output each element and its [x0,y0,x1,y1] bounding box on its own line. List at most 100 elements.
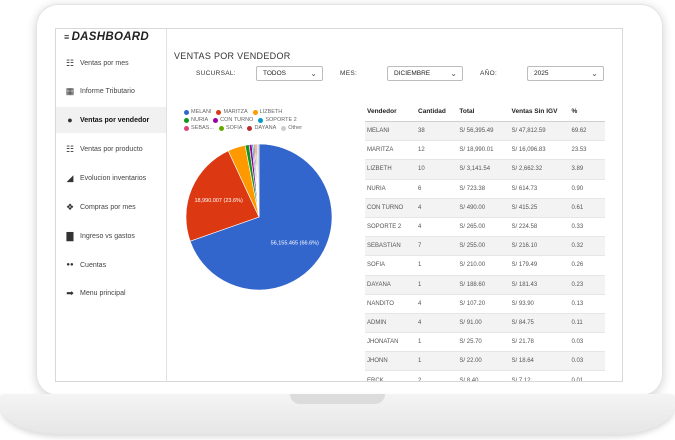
sidebar-item-ventas-por-vendedor[interactable]: ● Ventas por vendedor [56,107,166,133]
table-cell: S/ 2,662.32 [509,159,570,180]
table-cell: DAYANA [365,275,417,295]
users-icon: ●● [66,262,74,268]
table-cell: 0.61 [569,198,605,218]
sidebar-item-label: Compras por mes [80,203,136,211]
chevron-down-icon: ⌄ [591,69,598,78]
legend-label: Other [288,125,303,131]
sidebar-item-ventas-por-producto[interactable]: ☷ Ventas por producto [56,136,166,162]
table-row: ADMIN 4 S/ 91.00 S/ 84.75 0.11 [365,313,605,334]
legend-item[interactable]: MELANI [184,109,211,115]
table-row: JHONATAN 1 S/ 25.70 S/ 21.78 0.03 [365,332,605,353]
legend-swatch [252,109,258,115]
table-cell: NANDITO [365,294,417,314]
legend-label: LIZBETH [259,109,283,115]
legend-label: MARITZA [223,109,248,115]
sidebar-item-label: Cuentas [80,261,107,269]
table-cell: 4 [416,198,458,218]
sidebar-item-ingreso-vs-gastos[interactable]: ▇ Ingreso vs gastos [56,223,166,249]
table-cell: MARITZA [365,140,417,161]
table-cell: SEBASTIAN [365,236,417,257]
anio-select[interactable]: 2025 ⌄ [527,66,604,81]
table-cell: 4 [416,294,458,314]
column-header: Cantidad [416,102,458,122]
table-cell: 0.26 [569,255,605,276]
legend-label: NURIA [191,117,209,123]
table-cell: S/ 21.78 [509,332,570,353]
table-row: MELANI 38 S/ 56,395.49 S/ 47,812.59 69.62 [365,121,605,142]
table-cell: S/ 91.00 [457,313,510,334]
legend-item[interactable]: MARITZA [216,109,248,115]
sidebar-item-menu-principal[interactable]: ➡ Menu principal [56,280,166,306]
table-row: SOFIA 1 S/ 210.00 S/ 179.49 0.26 [365,255,605,276]
table-cell: 0.33 [569,217,605,238]
table-cell: SOPORTE 2 [365,217,417,238]
table-cell: S/ 614.73 [509,179,570,199]
table-cell: S/ 490.00 [457,198,510,218]
table-cell: 69.62 [569,121,605,142]
sidebar-item-label: Evolucion inventarios [80,174,147,182]
legend-item[interactable]: SEBAS... [184,125,214,131]
sucursal-select[interactable]: TODOS ⌄ [256,66,323,81]
table-cell: S/ 56,395.49 [457,121,510,142]
mes-value: DICIEMBRE [394,70,431,77]
legend-item[interactable]: LIZBETH [252,109,283,115]
table-cell: S/ 415.25 [509,198,570,218]
sidebar-item-label: Ingreso vs gastos [80,232,135,240]
table-cell: 0.23 [569,275,605,295]
table-row: LIZBETH 10 S/ 3,141.54 S/ 2,662.32 3.89 [365,159,605,180]
table-cell: CON TURNO [365,198,417,218]
column-header: Total [457,102,510,122]
legend-swatch [258,117,264,123]
table-cell: S/ 216.10 [509,236,570,257]
legend-swatch [184,117,189,123]
table-cell: 0.90 [569,179,605,199]
sidebar-item-label: Ventas por vendedor [80,116,150,124]
legend-label: SOFIA [225,125,243,131]
sidebar: ≡ DASHBOARD ☷ Ventas por mes ▦ Informe Tribu… [56,29,167,381]
table-cell: S/ 265.00 [457,217,510,238]
legend-swatch [218,125,224,131]
legend-swatch [216,109,222,115]
sidebar-item-cuentas[interactable]: ●● Cuentas [56,252,166,278]
column-header: Ventas Sin IGV [509,102,570,122]
column-header: Vendedor [365,102,417,122]
pie-slice-maritza[interactable] [185,150,260,242]
sidebar-item-informe-tributario[interactable]: ▦ Informe Tributario [56,78,166,104]
legend-item[interactable]: DAYANA [247,125,276,131]
sidebar-item-evolucion-inventarios[interactable]: ◢ Evolucion inventarios [56,165,166,191]
table-row: MARITZA 12 S/ 18,990.01 S/ 16,096.83 23.53 [365,140,605,161]
table-row: NURIA 6 S/ 723.38 S/ 614.73 0.90 [365,179,605,199]
sidebar-item-label: Ventas por producto [80,145,143,153]
sidebar-item-label: Menu principal [80,289,126,297]
table-cell: S/ 107.20 [457,294,510,314]
pie-slice-melani[interactable] [189,143,333,291]
legend-item[interactable]: Other [281,125,302,131]
table-cell: S/ 25.70 [457,332,510,353]
table-row: ERCK 2 S/ 8.40 S/ 7.12 0.01 [365,370,605,381]
page-title: VENTAS POR VENDEDOR [174,51,291,61]
legend-item[interactable]: NURIA [184,117,208,123]
sidebar-item-compras-por-mes[interactable]: ❖ Compras por mes [56,194,166,220]
legend-item[interactable]: SOPORTE 2 [258,117,297,123]
legend-label: MELANI [191,109,212,115]
mes-select[interactable]: DICIEMBRE ⌄ [387,66,463,81]
sidebar-item-ventas-por-mes[interactable]: ☷ Ventas por mes [56,50,166,76]
table-cell: 1 [416,332,458,353]
brand-title: ≡ DASHBOARD [64,31,150,43]
sidebar-item-label: Informe Tributario [80,87,135,95]
column-header: % [569,102,605,122]
table-cell: 23.53 [569,140,605,161]
table-cell: S/ 3,141.54 [457,159,510,180]
pie-slice-other[interactable] [256,143,260,218]
pie-slice-label: 18,990.007 (23.6%) [194,198,242,204]
legend-item[interactable]: SOFIA [218,125,243,131]
anio-label: AÑO: [480,70,498,77]
pie-slice-label: 56,155.465 (66.6%) [271,240,319,246]
anio-value: 2025 [534,70,549,77]
chart-legend: MELANI MARITZA LIZBETH NURIA CON TURNO SOPORT… [184,109,344,133]
legend-item[interactable]: CON TURNO [213,117,253,123]
bar-chart-icon: ▇ [66,230,74,241]
table-cell: S/ 723.38 [457,179,510,199]
table-cell: S/ 18.64 [509,351,570,372]
table-row: NANDITO 4 S/ 107.20 S/ 93.90 0.13 [365,294,605,314]
